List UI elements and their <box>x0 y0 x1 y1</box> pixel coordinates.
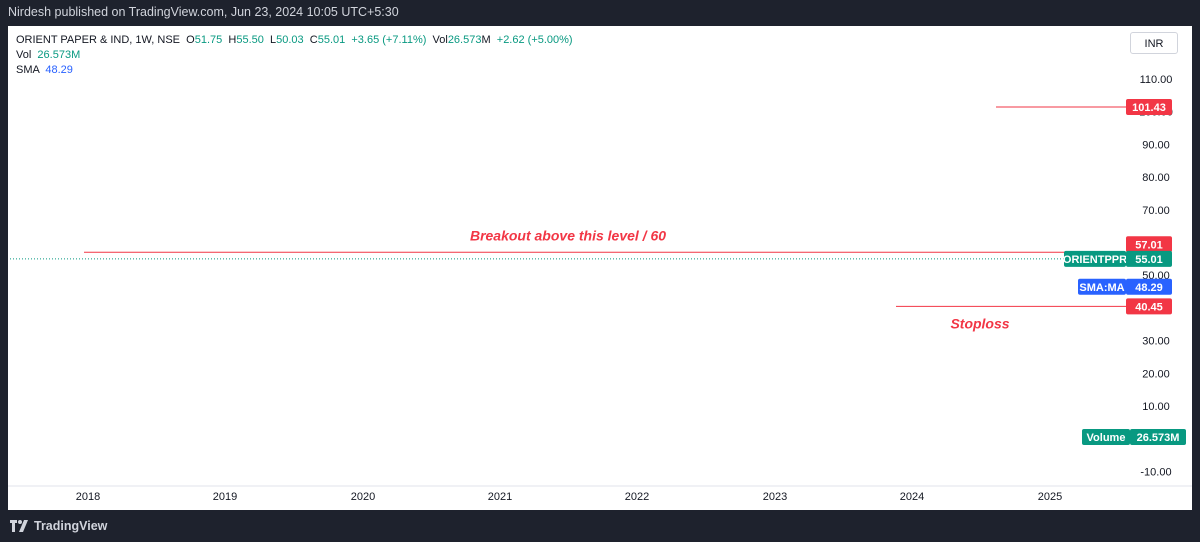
legend-volume-label[interactable]: Vol <box>16 49 32 61</box>
chart-area[interactable] <box>8 26 1192 510</box>
legend-sma-label[interactable]: SMA <box>16 64 40 76</box>
legend-close: 55.01 <box>317 34 346 46</box>
legend-symbol[interactable]: ORIENT PAPER & IND, 1W, NSE <box>16 34 181 46</box>
legend-vol: 26.573 <box>447 34 482 46</box>
footer-bar <box>0 512 1200 542</box>
legend-sma-row: SMA 48.29 <box>16 63 573 78</box>
tradingview-logo[interactable]: TradingView <box>10 519 107 533</box>
tradingview-icon <box>10 520 28 532</box>
legend-vol-change: +2.62 (+5.00%) <box>496 34 573 46</box>
legend-volume-value: 26.573 <box>37 49 72 61</box>
legend-o-label: O <box>186 34 195 46</box>
legend-high: 55.50 <box>236 34 264 46</box>
legend-change: +3.65 (+7.11%) <box>351 34 427 46</box>
currency-button[interactable]: INR <box>1130 32 1178 54</box>
legend-symbol-row: ORIENT PAPER & IND, 1W, NSE O51.75 H55.5… <box>16 33 573 48</box>
chart-legend: ORIENT PAPER & IND, 1W, NSE O51.75 H55.5… <box>16 33 573 78</box>
published-bar: Nirdesh published on TradingView.com, Ju… <box>0 0 1200 26</box>
tradingview-brand: TradingView <box>34 519 108 533</box>
legend-open: 51.75 <box>194 34 223 46</box>
legend-c-label: C <box>309 34 318 46</box>
legend-volume-row: Vol 26.573M <box>16 48 573 63</box>
legend-l-label: L <box>269 34 277 46</box>
legend-sma-value: 48.29 <box>45 64 73 76</box>
legend-vol-label: Vol <box>432 34 448 46</box>
legend-low: 50.03 <box>276 34 304 46</box>
legend-h-label: H <box>228 34 237 46</box>
published-text: Nirdesh published on TradingView.com, Ju… <box>8 5 399 19</box>
legend-vol-unit: M <box>481 34 491 46</box>
legend-volume-unit: M <box>71 49 81 61</box>
